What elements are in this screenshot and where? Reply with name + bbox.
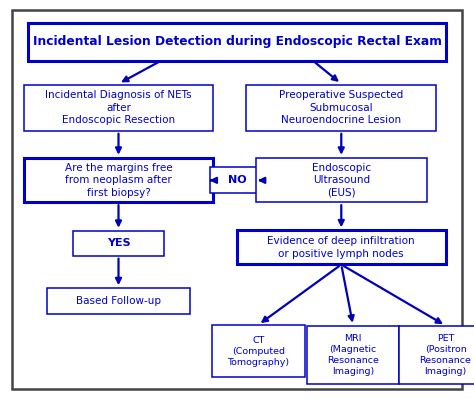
FancyBboxPatch shape [307, 326, 399, 384]
FancyBboxPatch shape [47, 288, 190, 314]
FancyBboxPatch shape [399, 326, 474, 384]
FancyBboxPatch shape [28, 23, 446, 61]
Text: Incidental Lesion Detection during Endoscopic Rectal Exam: Incidental Lesion Detection during Endos… [33, 36, 441, 48]
Text: MRI
(Magnetic
Resonance
Imaging): MRI (Magnetic Resonance Imaging) [327, 334, 379, 376]
Text: YES: YES [107, 238, 130, 249]
Text: Are the margins free
from neoplasm after
first biopsy?: Are the margins free from neoplasm after… [64, 163, 173, 198]
FancyBboxPatch shape [24, 85, 213, 131]
Text: Incidental Diagnosis of NETs
after
Endoscopic Resection: Incidental Diagnosis of NETs after Endos… [45, 90, 192, 125]
Text: Evidence of deep infiltration
or positive lymph nodes: Evidence of deep infiltration or positiv… [267, 236, 415, 259]
Text: NO: NO [228, 175, 246, 186]
FancyBboxPatch shape [24, 158, 213, 202]
FancyBboxPatch shape [256, 158, 427, 202]
Text: Endoscopic
Ultrasound
(EUS): Endoscopic Ultrasound (EUS) [312, 163, 371, 198]
Text: Preoperative Suspected
Submucosal
Neuroendocrine Lesion: Preoperative Suspected Submucosal Neuroe… [279, 90, 403, 125]
FancyBboxPatch shape [12, 10, 462, 389]
FancyBboxPatch shape [246, 85, 436, 131]
FancyBboxPatch shape [212, 325, 304, 377]
Text: Based Follow-up: Based Follow-up [76, 296, 161, 306]
FancyBboxPatch shape [73, 231, 164, 256]
FancyBboxPatch shape [237, 231, 446, 264]
Text: PET
(Positron
Resonance
Imaging): PET (Positron Resonance Imaging) [419, 334, 472, 376]
Text: CT
(Computed
Tomography): CT (Computed Tomography) [227, 336, 290, 367]
FancyBboxPatch shape [210, 168, 264, 194]
